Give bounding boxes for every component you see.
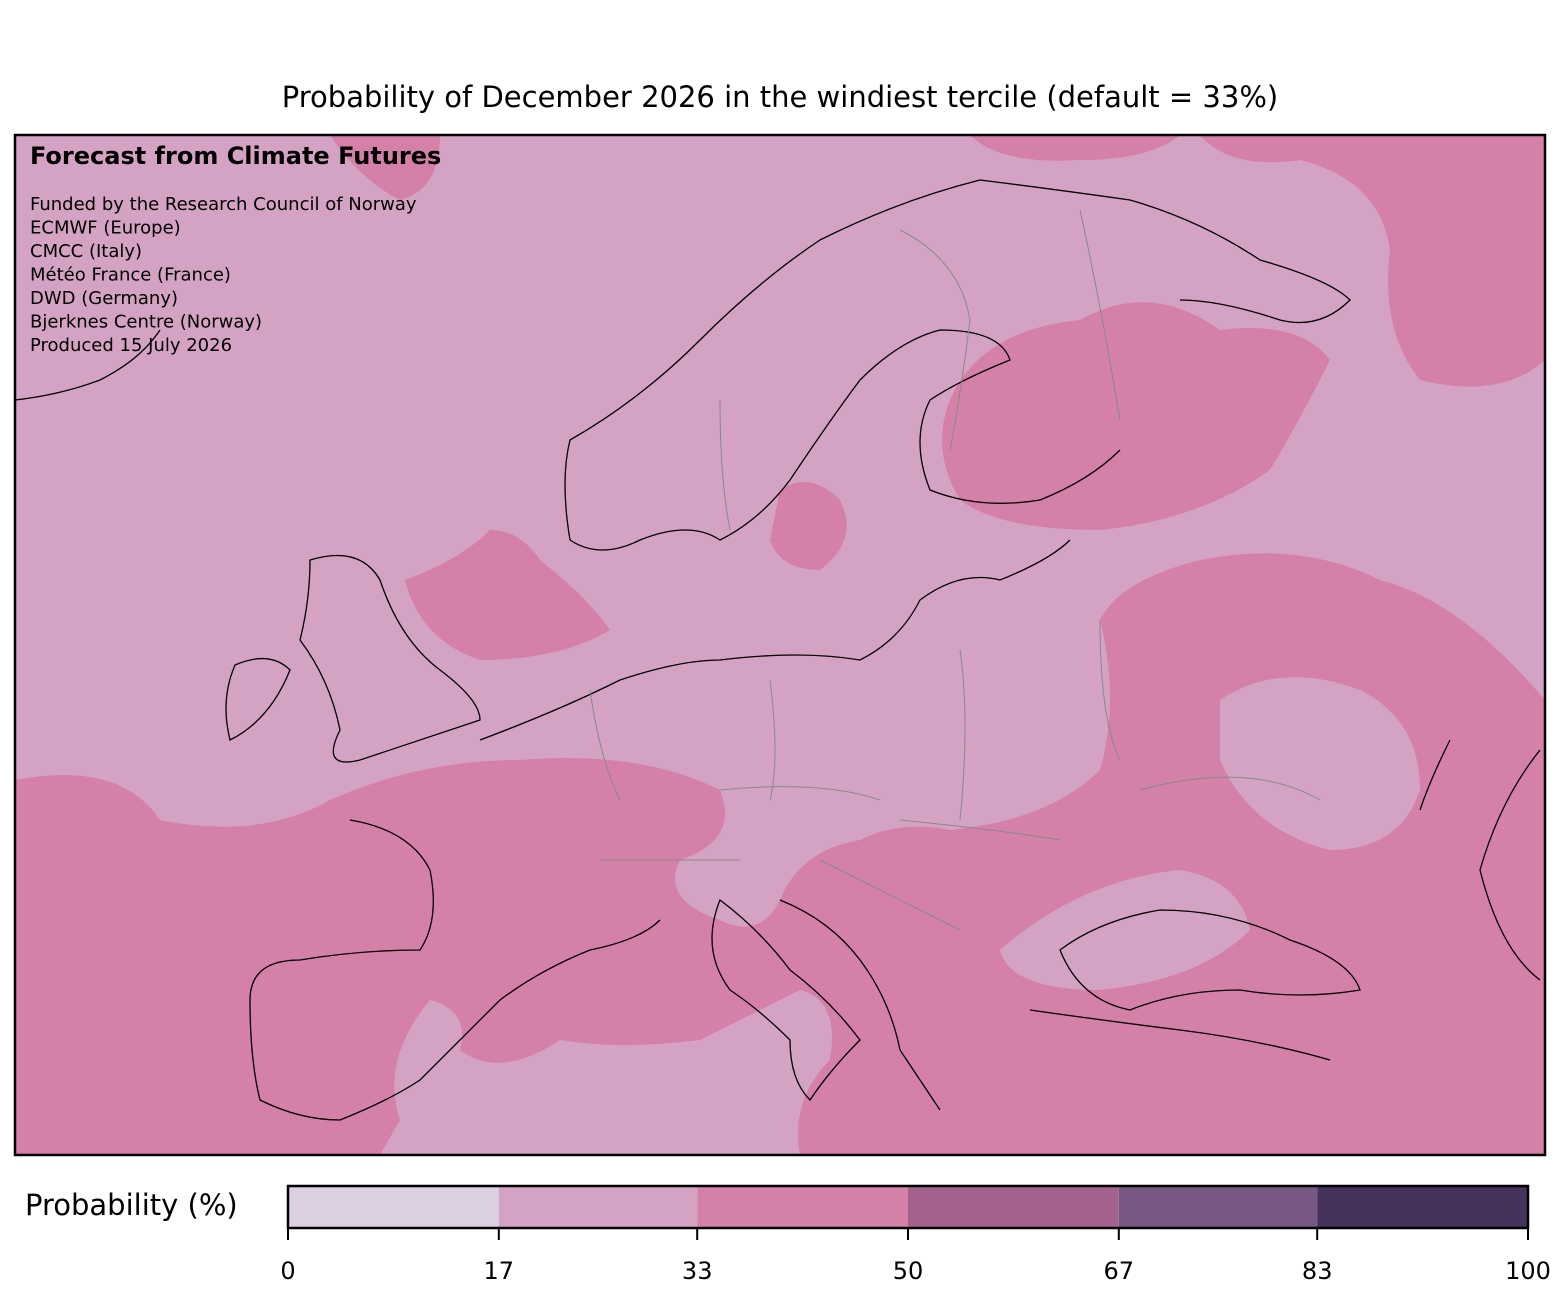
colorbar-segment <box>1317 1186 1528 1228</box>
colorbar-tick-label: 83 <box>1302 1257 1333 1285</box>
colorbar-label: Probability (%) <box>25 1188 238 1222</box>
colorbar-tick-label: 0 <box>280 1257 295 1285</box>
annotation-line: ECMWF (Europe) <box>30 218 181 239</box>
map <box>13 133 1547 1157</box>
coastlines <box>15 179 1541 1121</box>
annotation-line: Bjerknes Centre (Norway) <box>30 312 262 333</box>
map-frame <box>13 133 1547 1157</box>
title: Probability of December 2026 in the wind… <box>282 80 1278 114</box>
colorbar-tick-label: 17 <box>484 1257 515 1285</box>
colorbar-segment <box>498 1186 698 1228</box>
annotation-line: CMCC (Italy) <box>30 241 142 262</box>
high-probability-areas <box>15 135 1545 1155</box>
colorbar-tick-label: 100 <box>1505 1257 1551 1285</box>
annotation-line: Météo France (France) <box>30 265 231 286</box>
annotation-line: Produced 15 July 2026 <box>30 335 232 356</box>
borders <box>589 209 1321 931</box>
colorbar-tick-label: 67 <box>1104 1257 1135 1285</box>
annotation-line: DWD (Germany) <box>30 288 178 309</box>
annotation-line: Funded by the Research Council of Norway <box>30 194 417 215</box>
annotation-heading: Forecast from Climate Futures <box>30 142 441 170</box>
colorbar-segment <box>908 1186 1119 1228</box>
colorbar-segment <box>1118 1186 1318 1228</box>
colorbar-segment <box>288 1186 499 1228</box>
colorbar-tick-label: 50 <box>893 1257 924 1285</box>
colorbar-tick-label: 33 <box>682 1257 713 1285</box>
colorbar-segment <box>697 1186 908 1228</box>
